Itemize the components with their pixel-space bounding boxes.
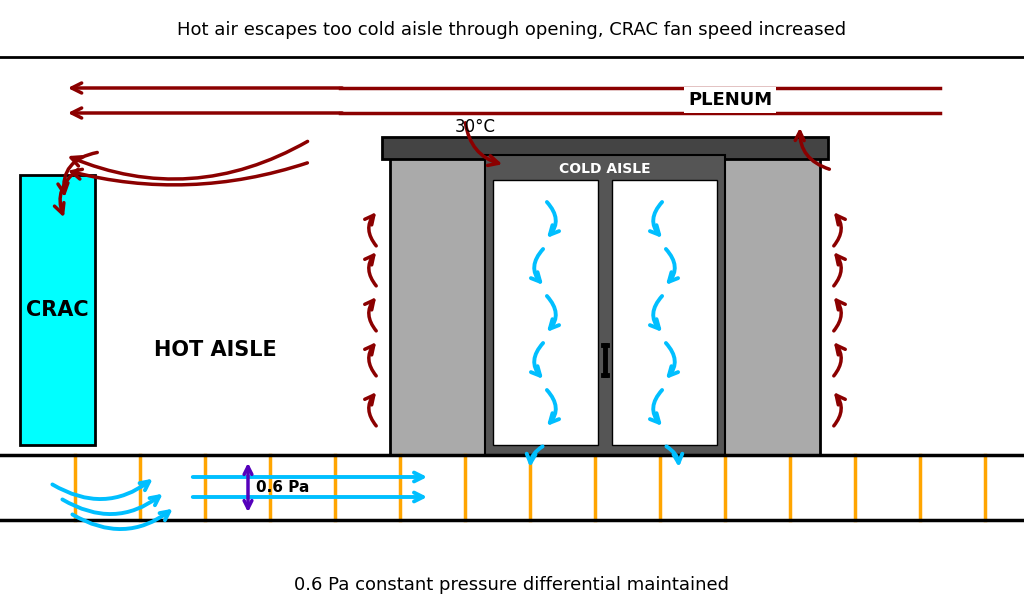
Bar — [485, 155, 725, 455]
Bar — [390, 155, 820, 455]
Text: 30°C: 30°C — [455, 118, 496, 136]
Text: 0.6 Pa constant pressure differential maintained: 0.6 Pa constant pressure differential ma… — [295, 576, 729, 594]
Text: CRAC: CRAC — [27, 300, 89, 320]
Bar — [612, 180, 717, 445]
Bar — [493, 180, 598, 445]
Text: 0.6 Pa: 0.6 Pa — [256, 480, 309, 495]
Text: PLENUM: PLENUM — [688, 91, 772, 109]
Bar — [20, 175, 95, 445]
Text: HOT AISLE: HOT AISLE — [154, 340, 276, 360]
Text: Hot air escapes too cold aisle through opening, CRAC fan speed increased: Hot air escapes too cold aisle through o… — [177, 21, 847, 39]
Bar — [382, 137, 828, 159]
Text: COLD AISLE: COLD AISLE — [559, 162, 651, 176]
